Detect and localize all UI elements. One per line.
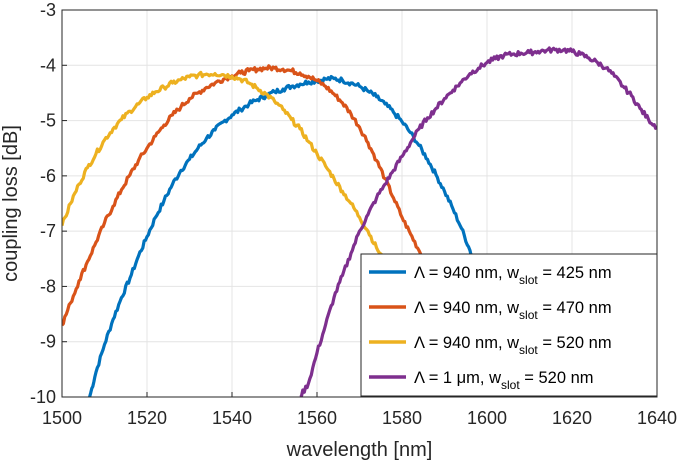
plot-frame: [61, 9, 658, 398]
legend-label: Λ = 940 nm, wslot = 425 nm: [414, 264, 612, 287]
x-tick-label: 1580: [382, 408, 422, 428]
y-tick-label: -10: [30, 387, 56, 407]
series-lines: [62, 46, 657, 397]
x-tick-label: 1640: [637, 408, 677, 428]
y-tick-label: -7: [40, 221, 56, 241]
legend-label: Λ = 940 nm, wslot = 470 nm: [414, 299, 612, 322]
legend: Λ = 940 nm, wslot = 425 nm Λ = 940 nm, ws…: [360, 253, 658, 397]
x-tick-label: 1500: [42, 408, 82, 428]
y-tick-label: -3: [40, 0, 56, 20]
legend-label: Λ = 1 μm, wslot = 520 nm: [414, 369, 594, 392]
x-tick-label: 1520: [127, 408, 167, 428]
series-line-2: [62, 64, 428, 327]
series-line-3: [62, 70, 386, 263]
y-tick-label: -9: [40, 332, 56, 352]
x-axis-label: wavelength [nm]: [286, 439, 433, 461]
y-tick-label: -5: [40, 111, 56, 131]
y-tick-label: -6: [40, 166, 56, 186]
legend-label: Λ = 940 nm, wslot = 520 nm: [414, 334, 612, 357]
y-tick-label: -4: [40, 55, 56, 75]
x-tick-label: 1600: [467, 408, 507, 428]
x-tick-label: 1620: [552, 408, 592, 428]
y-axis-label: coupling loss [dB]: [0, 125, 22, 282]
axis-ticks: 1500 1520 1540 1560 1580 1600 1620 1640 -3 -4 -5 -6…: [30, 0, 677, 428]
x-tick-label: 1560: [297, 408, 337, 428]
y-tick-label: -8: [40, 276, 56, 296]
x-tick-label: 1540: [212, 408, 252, 428]
legend-box: [360, 253, 658, 397]
series-line-4: [299, 46, 657, 397]
